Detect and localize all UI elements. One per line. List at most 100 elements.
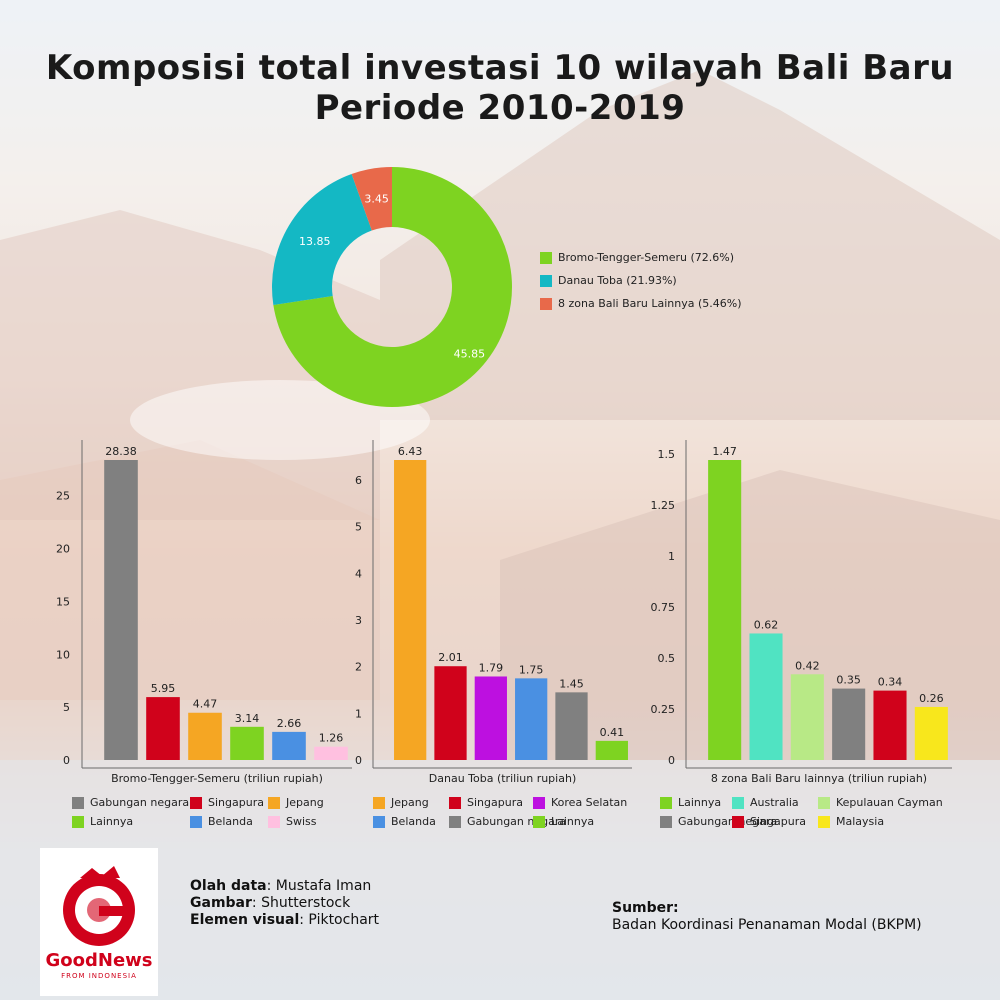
bar-legend-item: Belanda	[373, 815, 436, 828]
y-tick-label: 6	[355, 474, 362, 487]
credit-gambar-label: Gambar	[190, 895, 252, 911]
bar-australia	[749, 633, 783, 760]
credits: Olah data: Mustafa Iman Gambar: Shutters…	[190, 878, 379, 929]
legend-swatch	[268, 815, 280, 828]
x-axis-label: Danau Toba (triliun rupiah)	[429, 772, 576, 785]
credit-olah-label: Olah data	[190, 878, 267, 894]
bar-legend-item: Gabungan negara	[72, 796, 189, 809]
y-tick-label: 25	[56, 490, 70, 503]
legend-swatch	[818, 796, 830, 809]
bar-legend-item: Kepulauan Cayman	[818, 796, 943, 809]
legend-swatch	[449, 815, 461, 828]
bar-legend-item: Jepang	[268, 796, 324, 809]
legend-swatch	[268, 796, 280, 809]
legend-swatch	[373, 815, 385, 828]
legend-swatch	[373, 796, 385, 809]
bar-value-label: 1.79	[479, 661, 504, 674]
legend-swatch	[190, 796, 202, 809]
title-line-2: Periode 2010-2019	[314, 88, 686, 128]
page-title: Komposisi total investasi 10 wilayah Bal…	[0, 48, 1000, 128]
legend-label: 8 zona Bali Baru Lainnya (5.46%)	[558, 297, 742, 310]
legend-label: Korea Selatan	[551, 796, 628, 809]
legend-label: Danau Toba (21.93%)	[558, 274, 677, 287]
y-tick-label: 0.25	[651, 703, 676, 716]
credit-elemen-label: Elemen visual	[190, 912, 300, 928]
legend-swatch	[72, 796, 84, 809]
bar-value-label: 2.66	[277, 717, 302, 730]
y-tick-label: 5	[63, 701, 70, 714]
legend-swatch	[533, 796, 545, 809]
source-label: Sumber:	[612, 900, 679, 916]
bar-legend-item: Singapura	[732, 815, 806, 828]
bar-value-label: 1.47	[712, 445, 737, 458]
bar-value-label: 1.75	[519, 663, 544, 676]
bar-singapura	[434, 666, 467, 760]
legend-swatch	[732, 815, 744, 828]
credit-elemen-value: : Piktochart	[299, 912, 380, 928]
bar-gabungan-negara	[555, 692, 588, 760]
legend-label: Belanda	[208, 815, 253, 828]
y-tick-label: 1	[668, 550, 675, 563]
legend-swatch	[732, 796, 744, 809]
bar-legend-item: Belanda	[190, 815, 253, 828]
bar-value-label: 0.41	[600, 726, 625, 739]
legend-swatch	[540, 297, 552, 310]
legend-label: Australia	[750, 796, 799, 809]
legend-label: Kepulauan Cayman	[836, 796, 943, 809]
title-line-1: Komposisi total investasi 10 wilayah Bal…	[45, 48, 955, 88]
bar-legend-item: Korea Selatan	[533, 796, 627, 809]
bar-belanda	[272, 731, 306, 760]
donut-slice-label-0: 45.85	[454, 347, 486, 360]
logo-name: GoodNews	[45, 950, 153, 971]
y-tick-label: 1.25	[651, 499, 676, 512]
y-tick-label: 3	[355, 614, 362, 627]
y-tick-label: 0.75	[651, 601, 676, 614]
bar-legend-item: Jepang	[373, 796, 429, 809]
bar-singapura	[146, 697, 180, 760]
legend-label: Singapura	[750, 815, 806, 828]
donut-slice-0	[273, 167, 513, 408]
y-tick-label: 0	[355, 754, 362, 767]
bar-singapura	[873, 690, 907, 760]
bar-legend-item: Gabungan negara	[660, 815, 777, 828]
bar-swiss	[314, 746, 348, 760]
legend-swatch	[190, 815, 202, 828]
legend-label: Gabungan negara	[678, 815, 778, 828]
legend-label: Malaysia	[836, 815, 885, 828]
legend-swatch	[449, 796, 461, 809]
bar-legend-item: Singapura	[190, 796, 264, 809]
donut-slice-label-2: 3.45	[364, 192, 389, 205]
legend-label: Jepang	[391, 796, 429, 809]
bar-value-label: 4.47	[193, 698, 218, 711]
bar-value-label: 6.43	[398, 445, 423, 458]
bar-value-label: 1.26	[319, 732, 344, 745]
goodnews-emblem-icon	[63, 866, 135, 946]
bar-jepang	[188, 712, 222, 760]
legend-swatch	[818, 815, 830, 828]
legend-label: Jepang	[286, 796, 324, 809]
legend-swatch	[540, 251, 552, 264]
legend-swatch	[72, 815, 84, 828]
bar-value-label: 0.26	[919, 692, 944, 705]
x-axis-label: Bromo-Tengger-Semeru (triliun rupiah)	[111, 772, 323, 785]
bar-value-label: 5.95	[151, 682, 176, 695]
y-tick-label: 15	[56, 595, 70, 608]
credit-gambar-value: : Shutterstock	[251, 895, 351, 911]
donut-slice-1	[272, 174, 372, 305]
legend-label: Lainnya	[90, 815, 134, 828]
y-tick-label: 0	[668, 754, 675, 767]
y-tick-label: 20	[56, 543, 70, 556]
credit-olah-value: : Mustafa Iman	[266, 878, 372, 894]
y-tick-label: 1.5	[658, 448, 676, 461]
legend-swatch	[660, 796, 672, 809]
y-tick-label: 2	[355, 661, 362, 674]
legend-swatch	[540, 274, 552, 287]
legend-label: Singapura	[467, 796, 523, 809]
donut-legend-item: Bromo-Tengger-Semeru (72.6%)	[540, 251, 734, 264]
y-tick-label: 5	[355, 521, 362, 534]
bar-value-label: 3.14	[235, 712, 260, 725]
donut-slice-2	[351, 167, 392, 231]
donut-legend-item: 8 zona Bali Baru Lainnya (5.46%)	[540, 297, 742, 310]
bar-value-label: 0.42	[795, 659, 820, 672]
